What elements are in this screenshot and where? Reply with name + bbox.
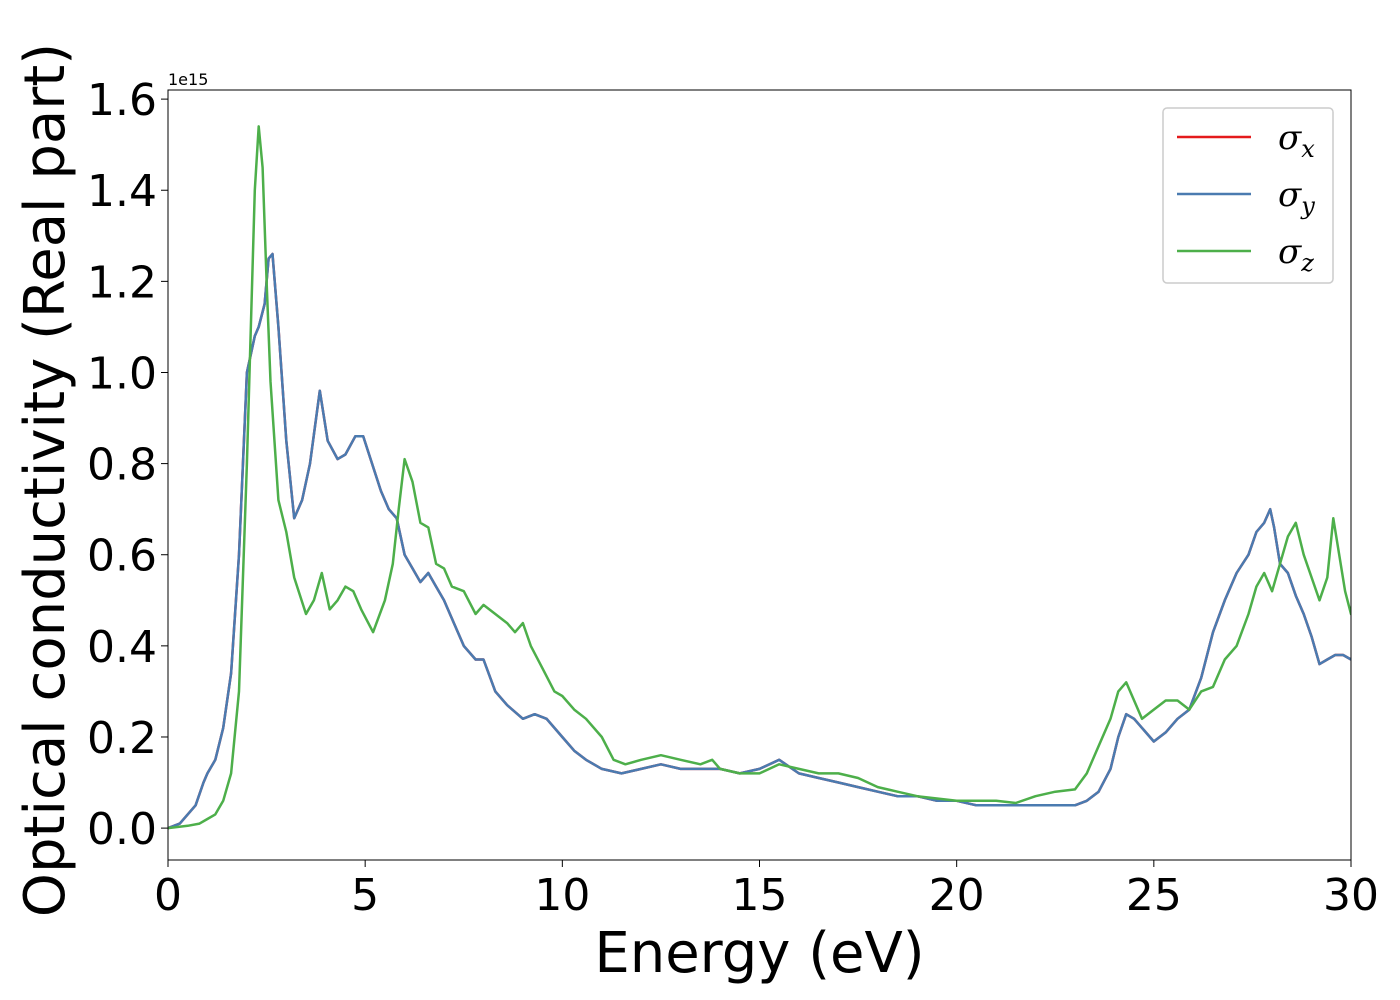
x-tick-label: 15: [732, 870, 788, 921]
y-axis-offset-label: 1e15: [168, 70, 208, 89]
x-tick-label: 0: [154, 870, 182, 921]
series-line-x: [168, 252, 1351, 830]
legend-box: [1162, 107, 1334, 284]
y-tick-label: 0.2: [87, 713, 157, 764]
y-tick-label: 1.2: [87, 257, 157, 308]
y-tick-label: 1.0: [87, 348, 157, 399]
legend-label-y: σy: [1278, 175, 1315, 220]
x-tick-label: 5: [351, 870, 379, 921]
legend: σx σy σz: [1162, 107, 1334, 284]
y-tick-label: 0.0: [87, 804, 157, 855]
y-tick-label: 0.4: [87, 622, 157, 673]
series-line-z: [168, 125, 1351, 830]
x-axis-title: Energy (eV): [594, 921, 924, 986]
y-tick-label: 1.4: [87, 166, 157, 217]
y-axis-title: Optical conductivity (Real part): [13, 43, 78, 917]
y-axis-ticks: 0.0 0.2 0.4 0.6 0.8 1.0 1.2 1.4 1.6: [87, 75, 168, 855]
series-layer: [168, 125, 1351, 830]
y-tick-label: 1.6: [87, 75, 157, 126]
series-line-y: [168, 252, 1351, 830]
x-tick-label: 25: [1126, 870, 1182, 921]
y-tick-label: 0.6: [87, 531, 157, 582]
x-tick-label: 30: [1323, 870, 1379, 921]
legend-label-z: σz: [1278, 232, 1314, 277]
x-tick-label: 10: [534, 870, 590, 921]
y-tick-label: 0.8: [87, 440, 157, 491]
x-tick-label: 20: [929, 870, 985, 921]
legend-label-x: σx: [1278, 118, 1315, 163]
x-axis-ticks: 0 5 10 15 20 25 30: [154, 860, 1379, 921]
